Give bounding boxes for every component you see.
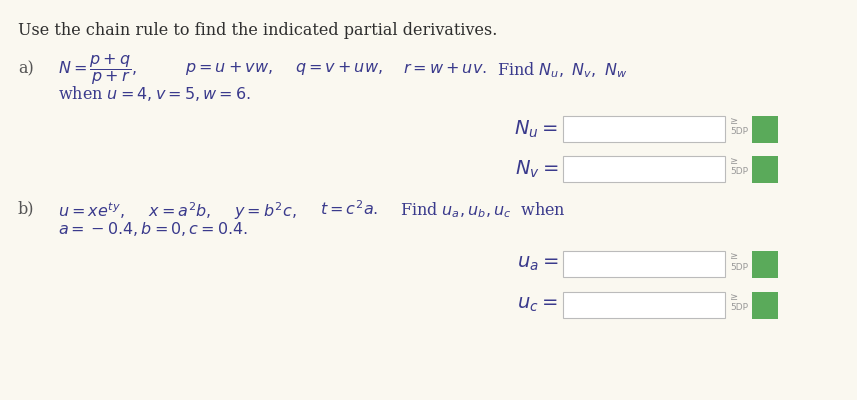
FancyBboxPatch shape [752, 156, 778, 183]
Text: $u = xe^{ty},$: $u = xe^{ty},$ [58, 200, 125, 221]
Text: Find $N_u,\ N_v,\ N_w$: Find $N_u,\ N_v,\ N_w$ [497, 60, 627, 80]
Text: Find $u_a, u_b, u_c$  when: Find $u_a, u_b, u_c$ when [400, 200, 566, 220]
FancyBboxPatch shape [563, 251, 725, 277]
Text: 2: 2 [759, 162, 770, 177]
Text: $r = w + uv.$: $r = w + uv.$ [403, 60, 487, 77]
FancyBboxPatch shape [752, 116, 778, 143]
Text: ≥: ≥ [730, 156, 738, 166]
Text: $u_c =$: $u_c =$ [518, 296, 558, 314]
Text: 5DP: 5DP [730, 262, 748, 272]
Text: $N = \dfrac{p+q}{p+r},$: $N = \dfrac{p+q}{p+r},$ [58, 52, 137, 87]
Text: $N_u =$: $N_u =$ [514, 118, 558, 140]
Text: $p = u + vw,$: $p = u + vw,$ [185, 60, 273, 77]
FancyBboxPatch shape [752, 251, 778, 278]
Text: $y = b^2c,$: $y = b^2c,$ [234, 200, 297, 222]
Text: ≥: ≥ [730, 292, 738, 302]
Text: 5DP: 5DP [730, 304, 748, 312]
Text: $a = -0.4, b = 0, c = 0.4.$: $a = -0.4, b = 0, c = 0.4.$ [58, 220, 249, 238]
FancyBboxPatch shape [563, 292, 725, 318]
FancyBboxPatch shape [563, 116, 725, 142]
Text: $N_v =$: $N_v =$ [514, 158, 558, 180]
Text: 2: 2 [759, 257, 770, 272]
Text: $q = v + uw,$: $q = v + uw,$ [295, 60, 382, 77]
Text: ≥: ≥ [730, 251, 738, 261]
Text: 5DP: 5DP [730, 128, 748, 136]
Text: when $u = 4, v = 5, w = 6.$: when $u = 4, v = 5, w = 6.$ [58, 84, 251, 103]
Text: $u_a =$: $u_a =$ [517, 255, 558, 273]
Text: 2: 2 [759, 298, 770, 313]
Text: a): a) [18, 60, 33, 77]
FancyBboxPatch shape [752, 292, 778, 319]
FancyBboxPatch shape [563, 156, 725, 182]
Text: b): b) [18, 200, 34, 217]
Text: $t = c^2a.$: $t = c^2a.$ [320, 200, 378, 219]
Text: ≥: ≥ [730, 116, 738, 126]
Text: 5DP: 5DP [730, 168, 748, 176]
Text: 2: 2 [759, 122, 770, 137]
Text: $x = a^2b,$: $x = a^2b,$ [148, 200, 212, 221]
Text: Use the chain rule to find the indicated partial derivatives.: Use the chain rule to find the indicated… [18, 22, 497, 39]
